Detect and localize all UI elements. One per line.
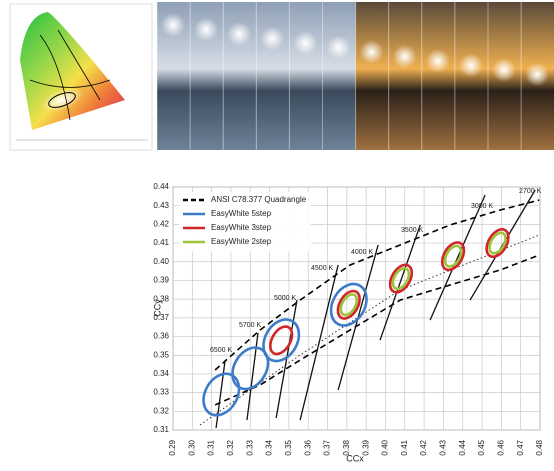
sun — [194, 17, 219, 42]
isotherm — [299, 264, 339, 421]
bin-ellipse — [336, 289, 361, 320]
photo-strip — [156, 2, 554, 150]
y-tick-label: 0.36 — [153, 332, 169, 341]
isotherm — [379, 224, 421, 341]
y-tick-label: 0.39 — [153, 276, 169, 285]
cct-label: 4000 K — [351, 249, 374, 256]
sun — [326, 35, 351, 60]
y-tick-label: 0.34 — [153, 369, 169, 378]
x-tick-label: 0.42 — [419, 439, 428, 455]
x-tick-label: 0.32 — [226, 439, 235, 455]
y-axis-label: CCy — [152, 299, 162, 317]
x-tick-label: 0.31 — [207, 439, 216, 455]
x-tick-label: 0.40 — [381, 439, 390, 455]
isotherm — [429, 194, 486, 321]
x-tick-label: 0.45 — [477, 439, 486, 455]
y-tick-label: 0.32 — [153, 406, 169, 415]
sun — [227, 22, 252, 46]
x-tick-label: 0.30 — [187, 439, 196, 455]
cct-label: 6500 K — [210, 347, 233, 354]
bin-ellipse — [231, 346, 270, 391]
illustrations — [9, 2, 554, 151]
cct-label: 5000 K — [274, 295, 297, 302]
cct-label: 2700 K — [519, 188, 542, 195]
x-tick-label: 0.33 — [245, 439, 254, 455]
y-tick-label: 0.38 — [153, 294, 169, 303]
photo-panel — [322, 2, 356, 150]
x-tick-label: 0.29 — [168, 439, 177, 455]
sun — [293, 31, 318, 55]
sun — [161, 13, 185, 37]
photo-panel — [355, 2, 389, 150]
legend-label: EasyWhite 5step — [211, 209, 272, 218]
bin-ellipse — [262, 318, 301, 363]
photo-panel — [289, 2, 323, 150]
cct-label: 5700 K — [239, 322, 262, 329]
sun — [359, 40, 384, 64]
y-tick-label: 0.41 — [153, 238, 169, 247]
sun — [260, 26, 285, 51]
x-tick-label: 0.41 — [400, 439, 409, 455]
cct-label: 4500 K — [311, 265, 334, 272]
y-tick-label: 0.35 — [153, 350, 169, 359]
legend-label: EasyWhite 3step — [211, 223, 272, 232]
y-tick-label: 0.43 — [153, 201, 169, 210]
legend-label: EasyWhite 2step — [211, 237, 272, 246]
cct-label: 3000 K — [471, 203, 494, 210]
y-tick-label: 0.40 — [153, 257, 169, 266]
x-tick-label: 0.39 — [361, 439, 370, 455]
sun — [492, 58, 516, 82]
x-tick-label: 0.48 — [535, 439, 544, 455]
sun — [425, 49, 450, 73]
bin-ellipse — [388, 263, 414, 294]
x-tick-label: 0.47 — [516, 439, 525, 455]
cct-label: 3500 K — [401, 227, 424, 234]
bin-ellipse — [440, 241, 466, 272]
x-tick-label: 0.44 — [458, 439, 467, 455]
bin-ellipse — [339, 293, 359, 317]
x-tick-label: 0.36 — [303, 439, 312, 455]
bin-ellipse — [269, 325, 294, 356]
x-tick-label: 0.34 — [265, 439, 274, 455]
x-tick-label: 0.38 — [342, 439, 351, 455]
x-tick-label: 0.43 — [439, 439, 448, 455]
bin-ellipse — [485, 228, 510, 259]
sun — [392, 44, 417, 69]
planckian-locus — [199, 234, 540, 426]
bin-ellipse — [391, 267, 411, 291]
x-tick-label: 0.37 — [323, 439, 332, 455]
y-tick-label: 0.42 — [153, 219, 169, 228]
quadrangle-upper — [214, 199, 540, 371]
y-tick-label: 0.37 — [153, 313, 169, 322]
x-tick-label: 0.35 — [284, 439, 293, 455]
y-tick-label: 0.31 — [153, 425, 169, 434]
quadrangle-lower — [214, 254, 540, 406]
legend-label: ANSI C78.377 Quadrangle — [211, 195, 307, 204]
y-tick-label: 0.44 — [153, 182, 169, 191]
photo-panel — [421, 2, 455, 150]
x-axis-label: CCx — [346, 453, 364, 463]
isotherm — [215, 359, 226, 429]
bin-ellipse — [443, 244, 463, 268]
sun — [458, 53, 483, 78]
bin-ellipse — [329, 282, 368, 327]
photo-panel — [388, 2, 422, 150]
x-tick-label: 0.46 — [496, 439, 505, 455]
sun — [525, 62, 550, 87]
y-tick-label: 0.33 — [153, 388, 169, 397]
cie-diagram — [9, 3, 153, 151]
bin-ellipse — [488, 231, 507, 255]
